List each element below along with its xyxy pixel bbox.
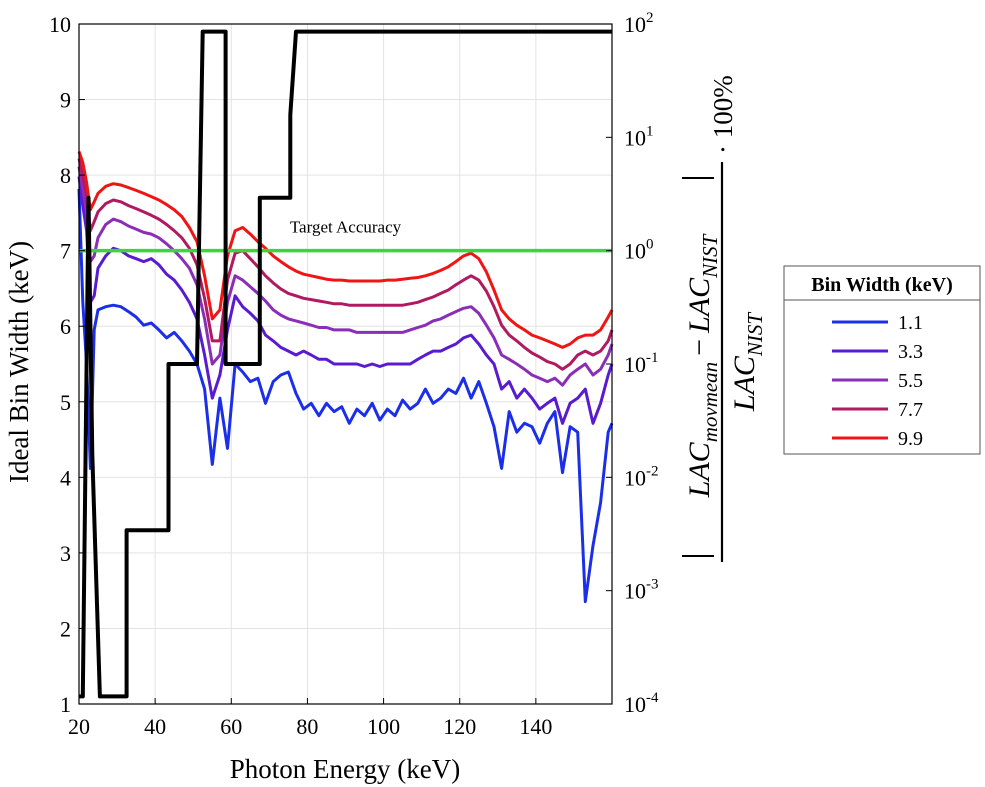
tick-exponent: -2 (646, 463, 659, 479)
tick-exponent: 0 (646, 237, 654, 253)
y-tick-label-left: 1 (60, 692, 71, 717)
x-tick-label: 40 (144, 714, 166, 739)
series-line-3.3 (77, 176, 614, 425)
y-tick-label-left: 8 (60, 163, 71, 188)
legend-title: Bin Width (keV) (811, 274, 953, 296)
y-tick-label-left: 10 (49, 12, 71, 37)
target-accuracy-label: Target Accuracy (290, 217, 402, 236)
tick-base: 10 (624, 579, 646, 604)
x-axis-title: Photon Energy (keV) (230, 754, 460, 784)
num-sub-nist: NIST (698, 233, 722, 279)
series-line-5.5 (77, 166, 614, 387)
tick-base: 10 (624, 692, 646, 717)
y-tick-label-left: 5 (60, 390, 71, 415)
y-tick-label-right: 10-1 (624, 350, 659, 377)
legend-items: 1.1 3.3 5.5 7.7 9.9 (832, 312, 923, 450)
num-minus: − (683, 339, 716, 356)
y-tick-label-left: 2 (60, 616, 71, 641)
tick-base: 10 (624, 125, 646, 150)
x-tick-label: 140 (519, 714, 552, 739)
tick-base: 10 (624, 352, 646, 377)
y-tick-label-left: 7 (60, 239, 71, 264)
y-tick-label-left: 4 (60, 465, 71, 490)
percent-factor: · 100% (708, 75, 738, 154)
x-tick-label: 80 (296, 714, 318, 739)
y-tick-label-left: 9 (60, 88, 71, 113)
tick-base: 10 (624, 12, 646, 37)
tick-exponent: -1 (646, 350, 659, 366)
y-tick-label-right: 101 (624, 123, 654, 150)
y-tick-label-right: 10-3 (624, 577, 659, 604)
num-lac-a: LAC (683, 441, 716, 498)
num-lac-b: LAC (683, 277, 716, 334)
x-tick-label: 20 (68, 714, 90, 739)
denominator: LACNIST (728, 312, 767, 413)
series-line-7.7 (77, 158, 614, 371)
tick-base: 10 (624, 465, 646, 490)
x-tick-label: 120 (443, 714, 476, 739)
tick-exponent: -3 (646, 577, 659, 593)
legend-label-1.1: 1.1 (898, 312, 923, 334)
y-tick-label-right: 102 (624, 10, 654, 37)
legend-label-5.5: 5.5 (898, 370, 923, 392)
tick-exponent: -4 (646, 690, 659, 706)
legend-label-3.3: 3.3 (898, 341, 923, 363)
y-tick-label-left: 3 (60, 541, 71, 566)
y-axis-title-right: LACmovmean−LACNIST LACNIST · 100% (682, 75, 767, 562)
legend: Bin Width (keV) 1.1 3.3 5.5 7.7 9.9 (783, 265, 981, 455)
ideal-bin-width-line (79, 29, 612, 699)
legend-label-7.7: 7.7 (898, 399, 923, 421)
x-tick-label: 100 (367, 714, 400, 739)
y-tick-label-left: 6 (60, 314, 71, 339)
y-tick-label-right: 10-4 (624, 690, 659, 717)
den-lac: LAC (728, 355, 761, 412)
series-line-1.1 (77, 188, 614, 604)
x-tick-label: 60 (220, 714, 242, 739)
legend-label-9.9: 9.9 (898, 428, 923, 450)
series-line-9.9 (77, 151, 614, 349)
y-tick-label-right: 100 (624, 237, 654, 264)
tick-exponent: 2 (646, 10, 654, 26)
tick-exponent: 1 (646, 123, 654, 139)
numerator: LACmovmean−LACNIST (683, 233, 722, 498)
legend-box (783, 265, 981, 455)
y-axis-title-left: Ideal Bin Width (keV) (4, 241, 34, 483)
den-sub-nist: NIST (743, 312, 767, 358)
num-sub-movmean: movmean (698, 362, 722, 442)
y-tick-label-right: 10-2 (624, 463, 659, 490)
series-layer (77, 29, 614, 699)
tick-base: 10 (624, 239, 646, 264)
